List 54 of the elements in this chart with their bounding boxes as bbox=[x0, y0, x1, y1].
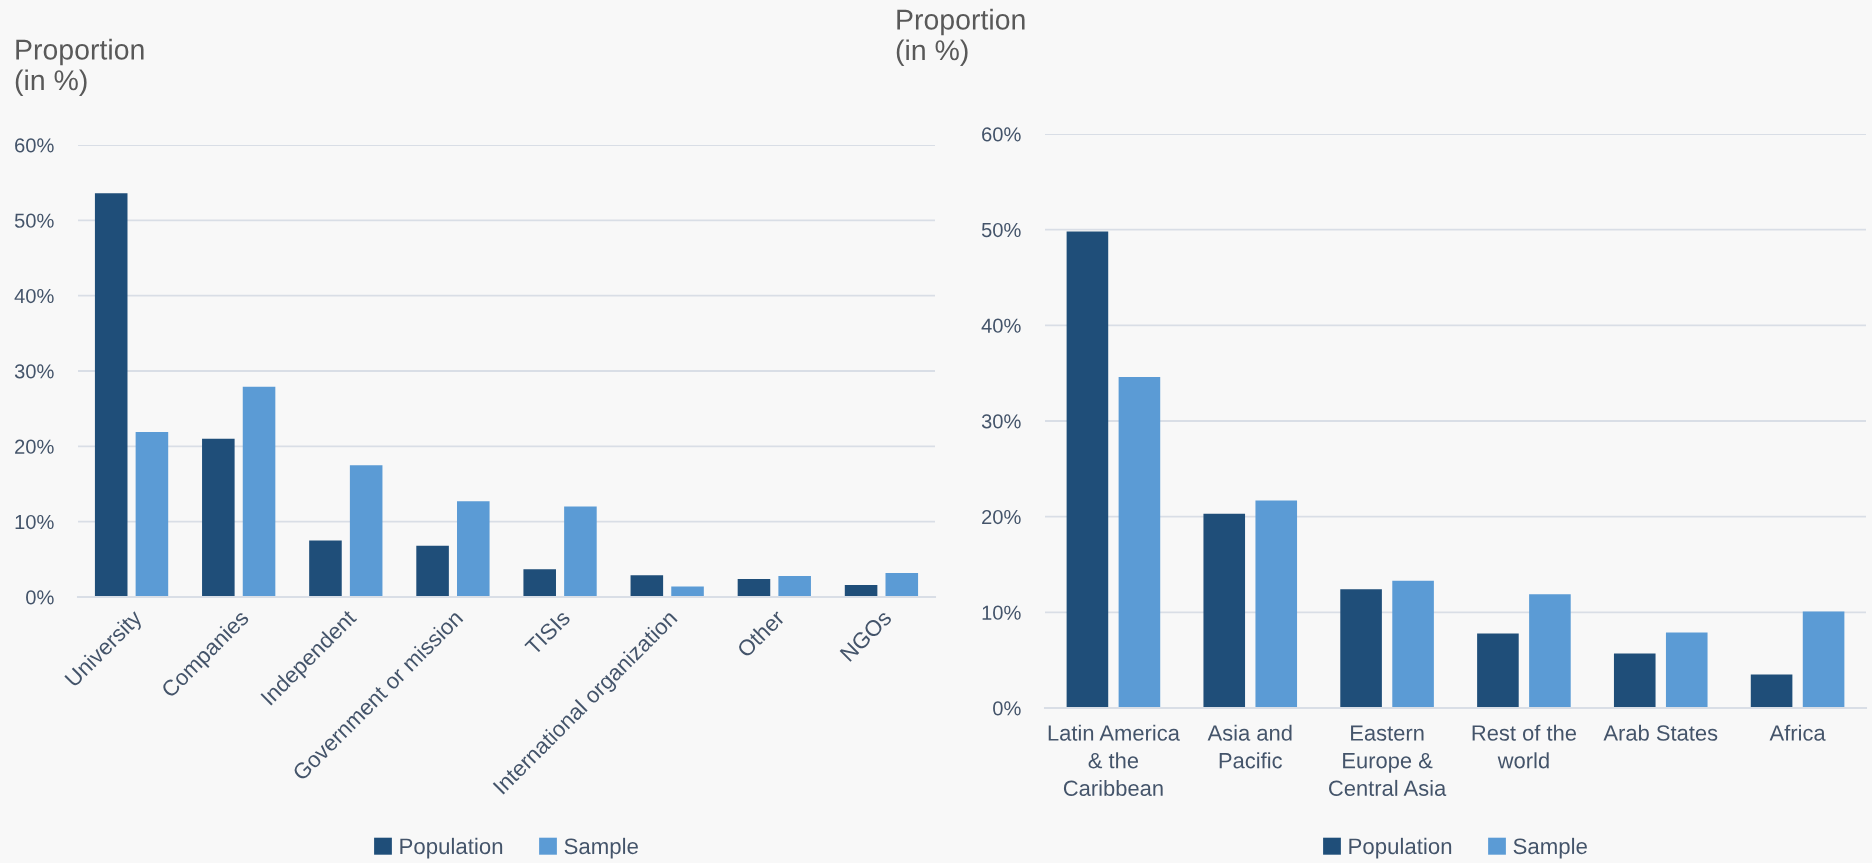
y-tick-label: 60% bbox=[982, 127, 1021, 142]
bar bbox=[1203, 513, 1246, 708]
x-tick-label: Arab States bbox=[1603, 724, 1718, 741]
legend-label: Population bbox=[1349, 837, 1452, 859]
bar bbox=[202, 438, 235, 597]
bar bbox=[349, 465, 383, 597]
bar bbox=[844, 584, 878, 597]
bar bbox=[737, 578, 771, 597]
bar bbox=[94, 193, 128, 597]
y-tick-label: 50% bbox=[14, 213, 54, 228]
y-tick-label: 0% bbox=[26, 590, 54, 605]
bar bbox=[1118, 376, 1161, 708]
bar bbox=[564, 506, 597, 597]
legend-label: Sample bbox=[1513, 837, 1587, 859]
x-tick-label: Latin America & the Caribbean bbox=[1048, 724, 1180, 797]
x-tick-label: Asia and Pacific bbox=[1207, 724, 1292, 769]
bar bbox=[1529, 594, 1571, 708]
bar bbox=[309, 540, 342, 597]
y-tick-label: 0% bbox=[993, 701, 1021, 716]
bar bbox=[630, 575, 664, 597]
bar bbox=[1802, 611, 1845, 708]
bar bbox=[1255, 500, 1298, 708]
x-tick-label: Eastern Europe & Central Asia bbox=[1329, 725, 1447, 797]
bar bbox=[416, 545, 449, 597]
y-axis-title: Proportion (in %) bbox=[896, 8, 1025, 66]
y-tick-label: 20% bbox=[982, 509, 1021, 525]
bar bbox=[1392, 580, 1434, 708]
bar bbox=[523, 569, 556, 597]
legend-label: Sample bbox=[564, 837, 638, 859]
bar bbox=[1340, 589, 1382, 708]
bar bbox=[1066, 231, 1109, 708]
bar bbox=[135, 432, 169, 597]
y-tick-label: 10% bbox=[982, 605, 1021, 620]
y-tick-label: 30% bbox=[981, 414, 1021, 429]
y-axis-title: Proportion (in %) bbox=[15, 38, 144, 96]
y-tick-label: 50% bbox=[981, 222, 1021, 238]
x-tick-label: Africa bbox=[1769, 724, 1826, 741]
bar bbox=[1613, 653, 1656, 708]
y-tick-label: 60% bbox=[15, 138, 54, 153]
bar bbox=[778, 575, 811, 597]
bar bbox=[885, 572, 919, 597]
bar bbox=[1477, 633, 1519, 708]
y-tick-label: 30% bbox=[14, 364, 54, 379]
y-tick-label: 10% bbox=[15, 514, 54, 530]
x-tick-label: Rest of the world bbox=[1472, 724, 1577, 769]
y-tick-label: 20% bbox=[15, 439, 54, 454]
bar bbox=[242, 386, 276, 597]
y-tick-label: 40% bbox=[14, 288, 54, 304]
legend-label: Population bbox=[400, 837, 503, 859]
bar bbox=[671, 586, 704, 597]
bar bbox=[1665, 632, 1708, 708]
bar bbox=[1750, 674, 1793, 708]
y-tick-label: 40% bbox=[981, 318, 1021, 333]
bar bbox=[457, 501, 490, 597]
